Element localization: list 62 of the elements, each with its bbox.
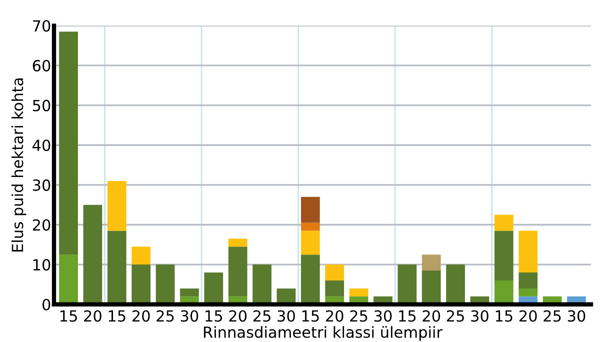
x-tick-label: 25 — [253, 310, 270, 322]
bar — [300, 254, 320, 304]
bar — [422, 270, 441, 304]
y-tick-label: 20 — [32, 219, 50, 231]
bar — [300, 222, 320, 231]
y-tick-label: 70 — [33, 20, 50, 32]
x-tick-label: 15 — [302, 310, 319, 322]
x-tick-label: 30 — [180, 310, 198, 322]
bar — [446, 264, 465, 304]
bar — [300, 230, 320, 255]
y-tick-label: 40 — [32, 140, 50, 152]
bar — [325, 280, 344, 296]
x-tick-label: 30 — [471, 310, 488, 322]
bar — [518, 288, 538, 296]
x-tick-label: 25 — [350, 310, 368, 322]
x-tick-label: 20 — [520, 310, 537, 322]
x-tick-label: 25 — [156, 310, 174, 322]
x-tick-label: 30 — [278, 310, 295, 322]
bar — [132, 264, 151, 304]
x-axis-title: Rinnasdiameetri klassi ülempiir — [204, 326, 443, 341]
bar — [494, 214, 514, 231]
bar — [156, 264, 175, 304]
bar — [518, 272, 538, 288]
y-axis-title: Elus puid hektari kohta — [11, 78, 26, 252]
bar — [422, 254, 441, 271]
bar — [83, 204, 102, 304]
y-tick-label: 10 — [33, 259, 50, 271]
bar — [300, 196, 320, 223]
bar — [204, 272, 224, 304]
x-tick-label: 15 — [60, 310, 77, 322]
bar — [228, 246, 248, 296]
bar — [59, 254, 78, 304]
x-tick-label: 15 — [108, 310, 126, 322]
bar — [107, 230, 126, 304]
y-tick-label: 30 — [32, 179, 50, 191]
bar — [132, 246, 151, 265]
y-tick-label: 0 — [42, 298, 50, 310]
bar — [518, 230, 538, 273]
x-tick-label: 15 — [206, 310, 222, 322]
bar — [494, 230, 514, 280]
x-tick-label: 25 — [544, 310, 561, 322]
bar — [59, 32, 78, 255]
x-tick-label: 30 — [568, 310, 586, 322]
bar — [349, 288, 368, 296]
x-tick-label: 15 — [496, 310, 512, 322]
x-tick-label: 15 — [399, 310, 416, 322]
bar — [494, 280, 514, 304]
x-tick-label: 25 — [446, 310, 464, 322]
bar — [107, 180, 126, 231]
bar — [228, 238, 248, 247]
bar — [398, 264, 417, 304]
x-tick-label: 20 — [84, 310, 102, 322]
x-tick-label: 30 — [374, 310, 392, 322]
x-tick-label: 20 — [132, 310, 150, 322]
bar — [252, 264, 272, 304]
y-tick-label: 50 — [32, 100, 50, 112]
y-tick-label: 60 — [32, 60, 50, 72]
x-tick-label: 20 — [422, 310, 440, 322]
x-tick-label: 20 — [229, 310, 247, 322]
bar — [180, 288, 199, 296]
x-tick-label: 20 — [326, 310, 344, 322]
bar — [325, 264, 344, 280]
